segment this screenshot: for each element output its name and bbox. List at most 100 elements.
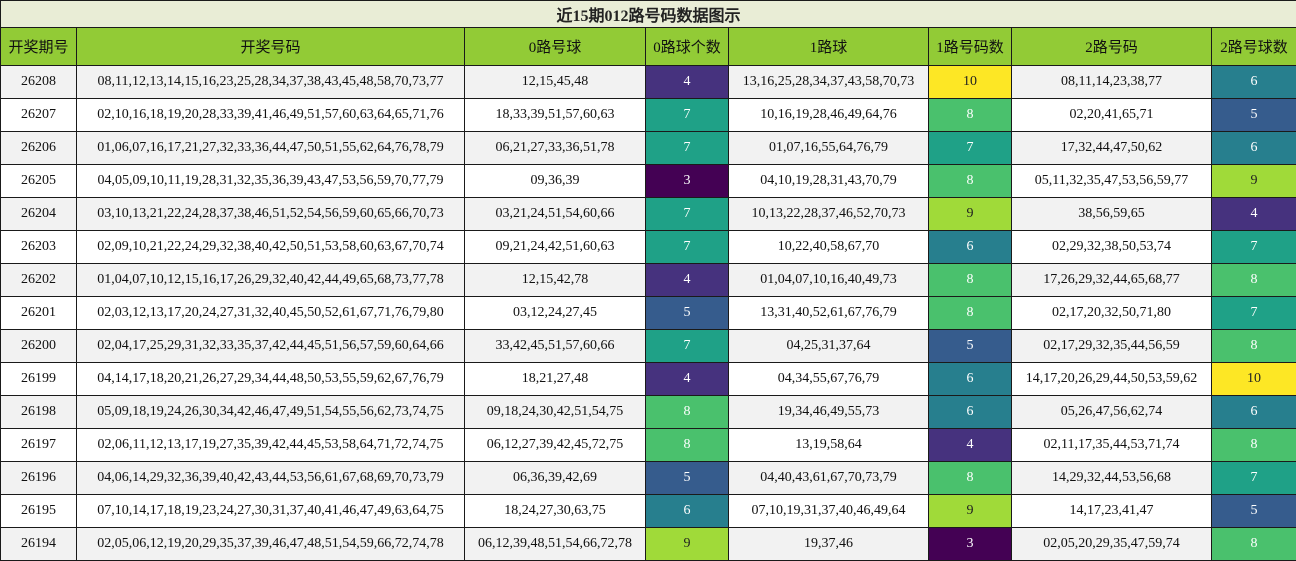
route1-balls-cell: 01,07,16,55,64,76,79 <box>729 132 929 165</box>
route0-balls-cell: 03,12,24,27,45 <box>465 297 646 330</box>
issue-cell: 26195 <box>1 495 77 528</box>
route2-count-cell: 10 <box>1212 363 1296 396</box>
issue-cell: 26200 <box>1 330 77 363</box>
route1-balls-cell: 10,13,22,28,37,46,52,70,73 <box>729 198 929 231</box>
draw-numbers-cell: 03,10,13,21,22,24,28,37,38,46,51,52,54,5… <box>77 198 465 231</box>
issue-cell: 26194 <box>1 528 77 561</box>
route0-balls-cell: 18,24,27,30,63,75 <box>465 495 646 528</box>
route0-count-cell: 8 <box>646 396 729 429</box>
route1-balls-cell: 04,34,55,67,76,79 <box>729 363 929 396</box>
route1-balls-cell: 10,16,19,28,46,49,64,76 <box>729 99 929 132</box>
route2-count-cell: 8 <box>1212 528 1296 561</box>
route0-balls-cell: 18,33,39,51,57,60,63 <box>465 99 646 132</box>
route2-balls-cell: 02,17,29,32,35,44,56,59 <box>1012 330 1212 363</box>
route0-count-cell: 7 <box>646 99 729 132</box>
route1-count-cell: 8 <box>929 264 1012 297</box>
draw-numbers-cell: 04,06,14,29,32,36,39,40,42,43,44,53,56,6… <box>77 462 465 495</box>
route1-count-cell: 9 <box>929 198 1012 231</box>
draw-numbers-cell: 02,04,17,25,29,31,32,33,35,37,42,44,45,5… <box>77 330 465 363</box>
route2-balls-cell: 02,05,20,29,35,47,59,74 <box>1012 528 1212 561</box>
route2-count-cell: 8 <box>1212 264 1296 297</box>
route2-count-cell: 6 <box>1212 396 1296 429</box>
route2-balls-cell: 02,29,32,38,50,53,74 <box>1012 231 1212 264</box>
issue-cell: 26199 <box>1 363 77 396</box>
route2-count-cell: 5 <box>1212 99 1296 132</box>
route2-balls-cell: 14,17,20,26,29,44,50,53,59,62 <box>1012 363 1212 396</box>
route0-balls-cell: 18,21,27,48 <box>465 363 646 396</box>
issue-cell: 26198 <box>1 396 77 429</box>
route2-balls-cell: 17,32,44,47,50,62 <box>1012 132 1212 165</box>
route1-balls-cell: 01,04,07,10,16,40,49,73 <box>729 264 929 297</box>
draw-numbers-cell: 02,10,16,18,19,20,28,33,39,41,46,49,51,5… <box>77 99 465 132</box>
route1-count-cell: 6 <box>929 231 1012 264</box>
header-issue: 开奖期号 <box>1 28 77 66</box>
issue-cell: 26204 <box>1 198 77 231</box>
route0-count-cell: 4 <box>646 66 729 99</box>
issue-cell: 26202 <box>1 264 77 297</box>
draw-numbers-cell: 08,11,12,13,14,15,16,23,25,28,34,37,38,4… <box>77 66 465 99</box>
route1-count-cell: 4 <box>929 429 1012 462</box>
issue-cell: 26206 <box>1 132 77 165</box>
route2-count-cell: 8 <box>1212 429 1296 462</box>
route1-count-cell: 8 <box>929 99 1012 132</box>
route2-count-cell: 7 <box>1212 462 1296 495</box>
route2-balls-cell: 08,11,14,23,38,77 <box>1012 66 1212 99</box>
draw-numbers-cell: 04,14,17,18,20,21,26,27,29,34,44,48,50,5… <box>77 363 465 396</box>
route2-count-cell: 6 <box>1212 66 1296 99</box>
route0-count-cell: 4 <box>646 363 729 396</box>
route0-count-cell: 7 <box>646 231 729 264</box>
draw-numbers-cell: 02,09,10,21,22,24,29,32,38,40,42,50,51,5… <box>77 231 465 264</box>
route2-count-cell: 4 <box>1212 198 1296 231</box>
header-route1-count: 1路号码数 <box>929 28 1012 66</box>
issue-cell: 26201 <box>1 297 77 330</box>
route2-balls-cell: 05,26,47,56,62,74 <box>1012 396 1212 429</box>
route0-count-cell: 5 <box>646 297 729 330</box>
route0-count-cell: 3 <box>646 165 729 198</box>
route0-count-cell: 7 <box>646 330 729 363</box>
route0-count-cell: 9 <box>646 528 729 561</box>
route1-count-cell: 5 <box>929 330 1012 363</box>
route0-count-cell: 4 <box>646 264 729 297</box>
table-title: 近15期012路号码数据图示 <box>1 1 1296 28</box>
route2-balls-cell: 05,11,32,35,47,53,56,59,77 <box>1012 165 1212 198</box>
route1-balls-cell: 04,25,31,37,64 <box>729 330 929 363</box>
header-route0-balls: 0路号球 <box>465 28 646 66</box>
issue-cell: 26208 <box>1 66 77 99</box>
route2-count-cell: 6 <box>1212 132 1296 165</box>
route1-balls-cell: 19,34,46,49,55,73 <box>729 396 929 429</box>
route0-balls-cell: 06,36,39,42,69 <box>465 462 646 495</box>
route2-count-cell: 5 <box>1212 495 1296 528</box>
route2-balls-cell: 17,26,29,32,44,65,68,77 <box>1012 264 1212 297</box>
route1-count-cell: 10 <box>929 66 1012 99</box>
route1-balls-cell: 10,22,40,58,67,70 <box>729 231 929 264</box>
route2-count-cell: 9 <box>1212 165 1296 198</box>
route1-balls-cell: 04,40,43,61,67,70,73,79 <box>729 462 929 495</box>
route2-count-cell: 7 <box>1212 231 1296 264</box>
route1-balls-cell: 13,16,25,28,34,37,43,58,70,73 <box>729 66 929 99</box>
draw-numbers-cell: 02,06,11,12,13,17,19,27,35,39,42,44,45,5… <box>77 429 465 462</box>
route2-count-cell: 7 <box>1212 297 1296 330</box>
route0-count-cell: 6 <box>646 495 729 528</box>
route1-balls-cell: 13,19,58,64 <box>729 429 929 462</box>
route2-count-cell: 8 <box>1212 330 1296 363</box>
header-route2-count: 2路号球数 <box>1212 28 1296 66</box>
route0-balls-cell: 12,15,42,78 <box>465 264 646 297</box>
issue-cell: 26203 <box>1 231 77 264</box>
issue-cell: 26205 <box>1 165 77 198</box>
route2-balls-cell: 14,29,32,44,53,56,68 <box>1012 462 1212 495</box>
route0-balls-cell: 06,12,39,48,51,54,66,72,78 <box>465 528 646 561</box>
route1-balls-cell: 13,31,40,52,61,67,76,79 <box>729 297 929 330</box>
route1-count-cell: 7 <box>929 132 1012 165</box>
